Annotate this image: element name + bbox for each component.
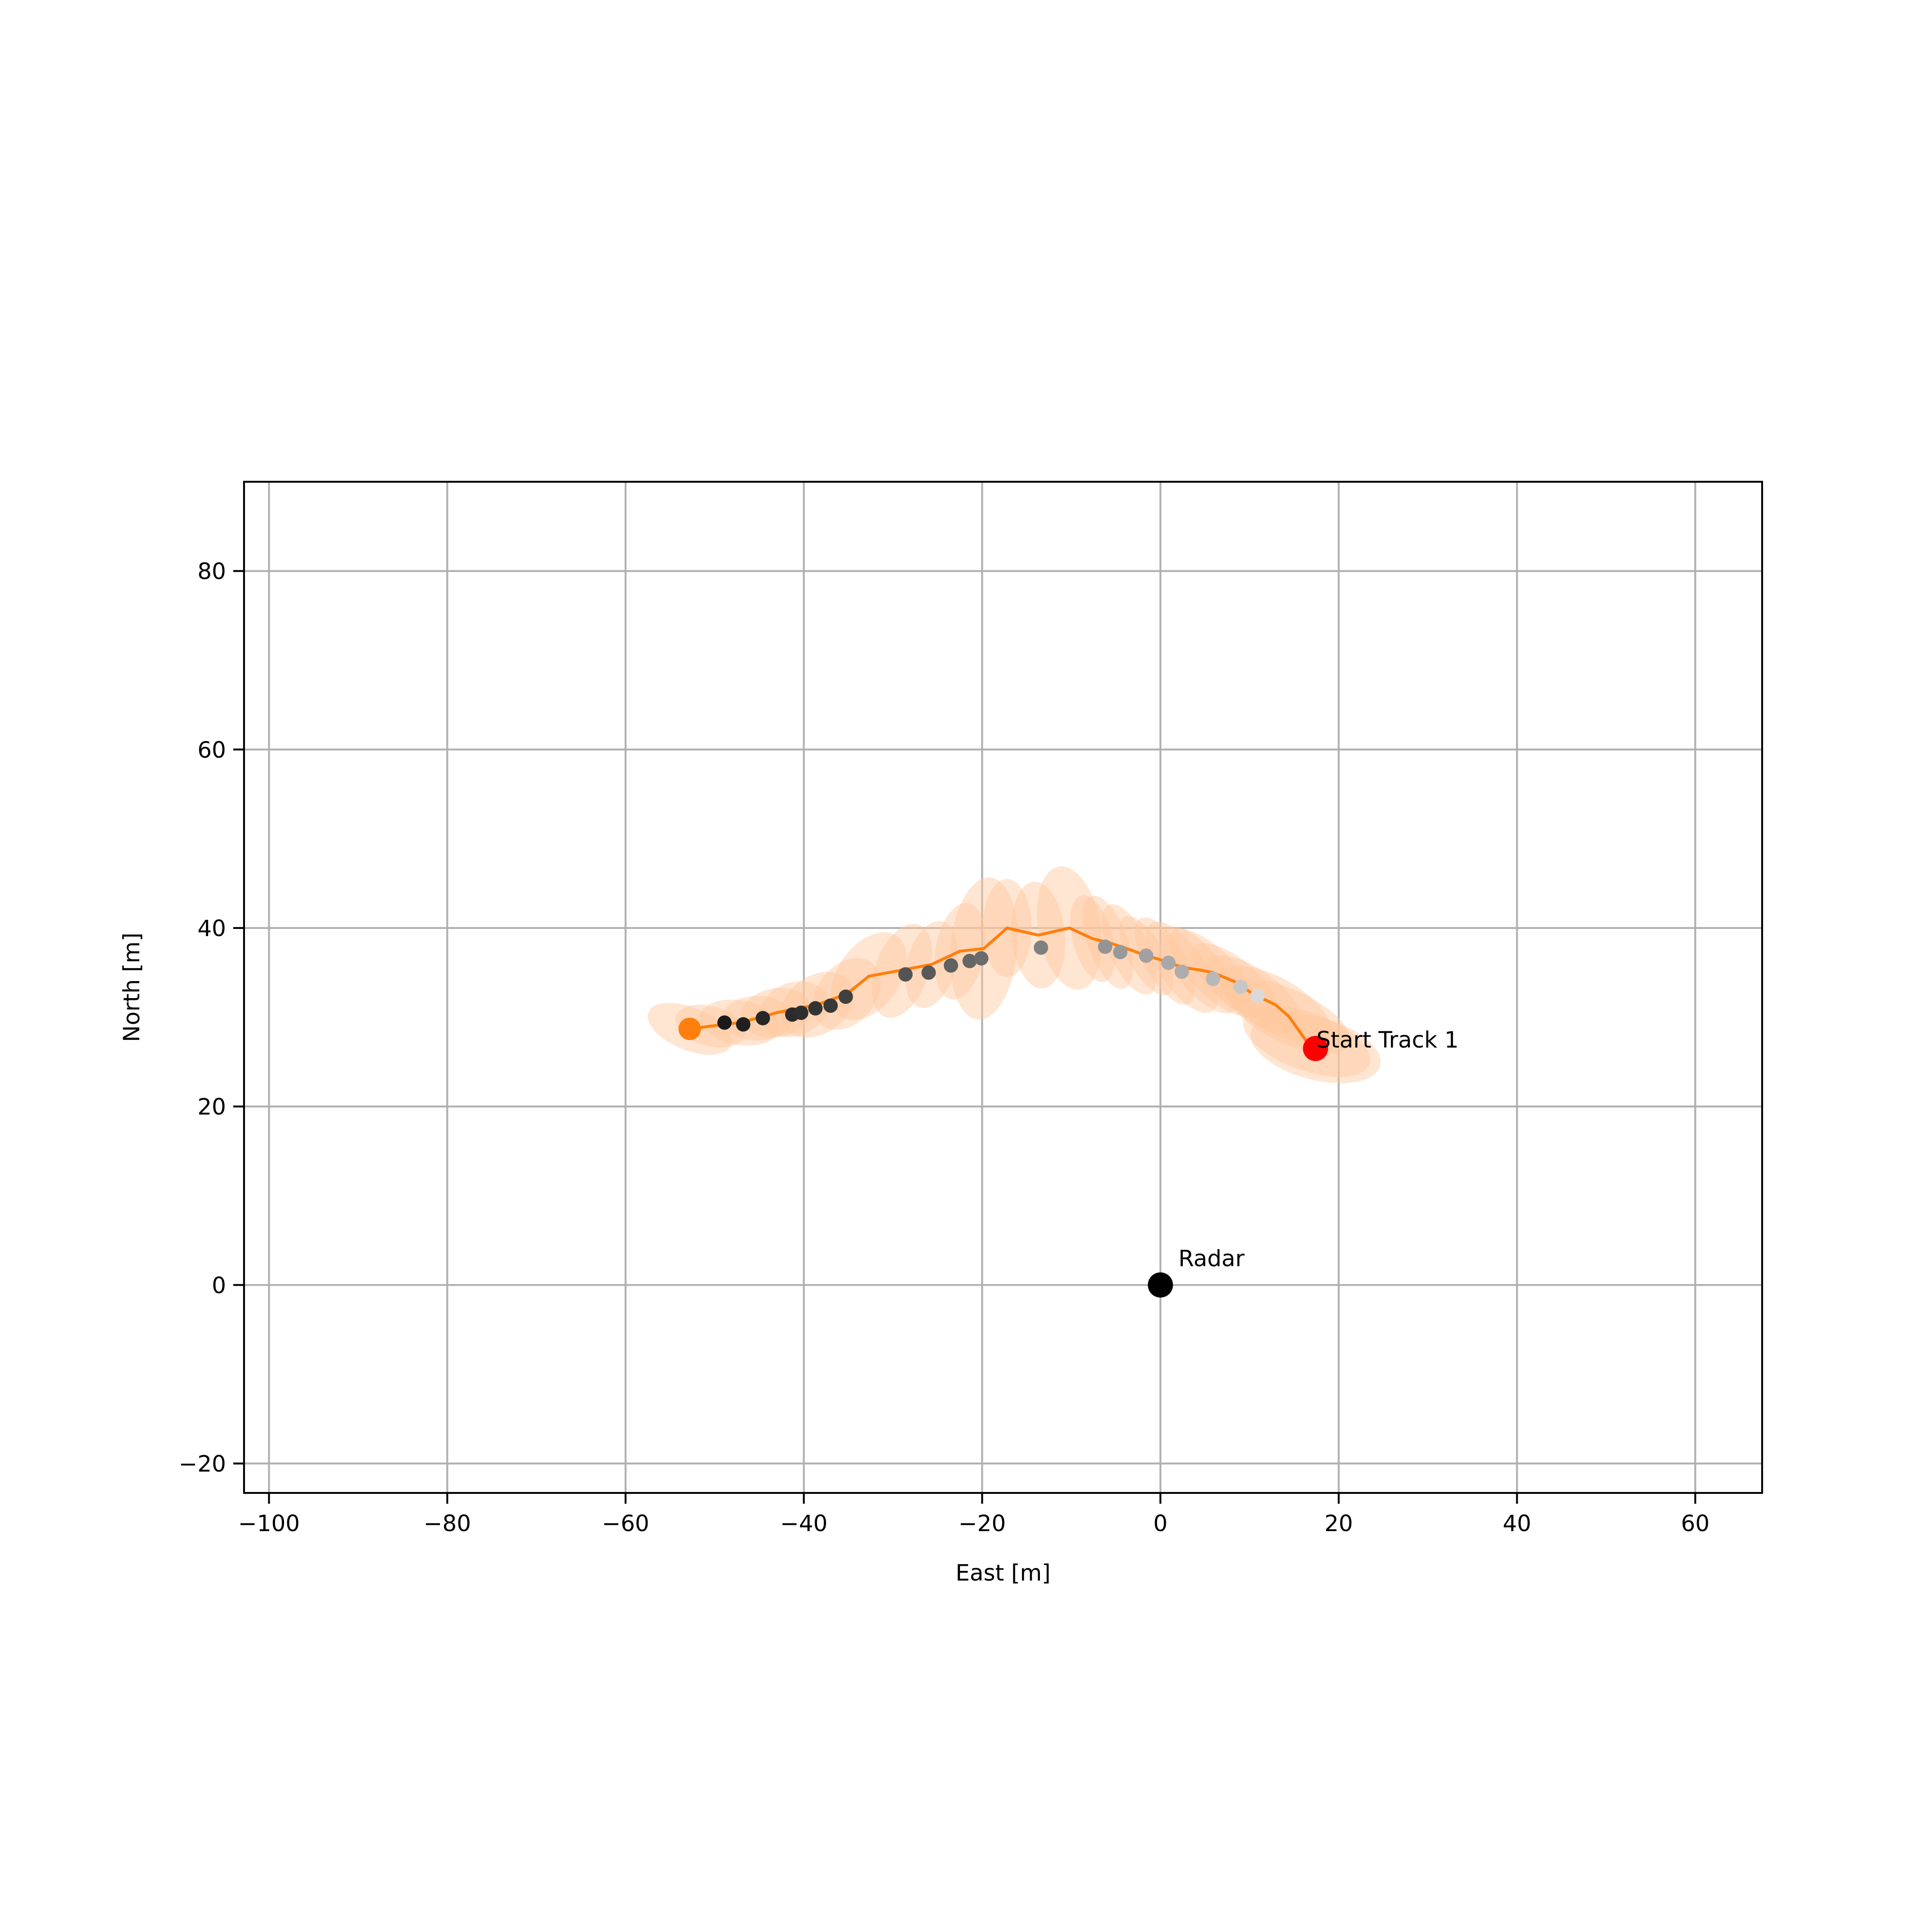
y-tick-label: 80 — [197, 559, 226, 585]
measurement-point — [943, 958, 958, 973]
measurement-point — [717, 1015, 732, 1030]
x-tick-label: 60 — [1681, 1510, 1710, 1537]
measurement-point — [808, 1001, 823, 1016]
x-tick-label: 0 — [1153, 1510, 1168, 1537]
measurement-point — [921, 965, 936, 980]
markers — [678, 1017, 1328, 1298]
measurement-point — [794, 1005, 808, 1020]
x-tick-label: −80 — [423, 1510, 471, 1537]
measurement-point — [1139, 948, 1154, 963]
radar-marker — [1148, 1272, 1173, 1298]
x-axis-label: East [m] — [955, 1560, 1051, 1586]
track-start-marker — [1303, 1036, 1328, 1061]
measurement-point — [1174, 964, 1189, 979]
measurement-point — [1034, 940, 1048, 955]
measurement-point — [1161, 955, 1176, 970]
measurement-point — [962, 954, 977, 968]
x-tick-label: −60 — [602, 1510, 649, 1537]
x-tick-label: 40 — [1503, 1510, 1532, 1537]
measurements — [717, 939, 1265, 1032]
axes-frame — [243, 480, 1763, 1494]
y-tick-label: 20 — [197, 1094, 226, 1120]
x-tick-label: −100 — [238, 1510, 300, 1537]
track-end-marker — [678, 1017, 701, 1040]
measurement-point — [1233, 980, 1248, 995]
measurement-point — [838, 989, 853, 1004]
y-tick-label: −20 — [178, 1451, 226, 1477]
measurement-point — [1113, 945, 1128, 959]
start-track-label: Start Track 1 — [1316, 1027, 1459, 1053]
y-tick-label: 60 — [197, 737, 226, 763]
x-tick-label: −20 — [959, 1510, 1006, 1537]
grid — [244, 482, 1762, 1493]
measurement-point — [736, 1017, 751, 1032]
measurement-point — [974, 951, 989, 966]
y-tick-label: 0 — [212, 1272, 226, 1298]
plot-area — [648, 866, 1381, 1298]
measurement-point — [755, 1011, 770, 1026]
measurement-point — [1250, 988, 1265, 1003]
y-axis-label: North [m] — [119, 933, 145, 1042]
radar-label: Radar — [1178, 1245, 1245, 1271]
y-tick-label: 40 — [197, 915, 226, 942]
measurement-point — [823, 998, 838, 1013]
measurement-point — [1206, 972, 1221, 986]
x-tick-label: −40 — [780, 1510, 828, 1537]
ticks: −100 −80 −60 −40 −20 0 20 40 60 −20 0 20 40 60 80 — [178, 559, 1710, 1537]
measurement-point — [898, 967, 913, 982]
x-tick-label: 20 — [1324, 1510, 1353, 1537]
measurement-point — [1098, 939, 1113, 954]
